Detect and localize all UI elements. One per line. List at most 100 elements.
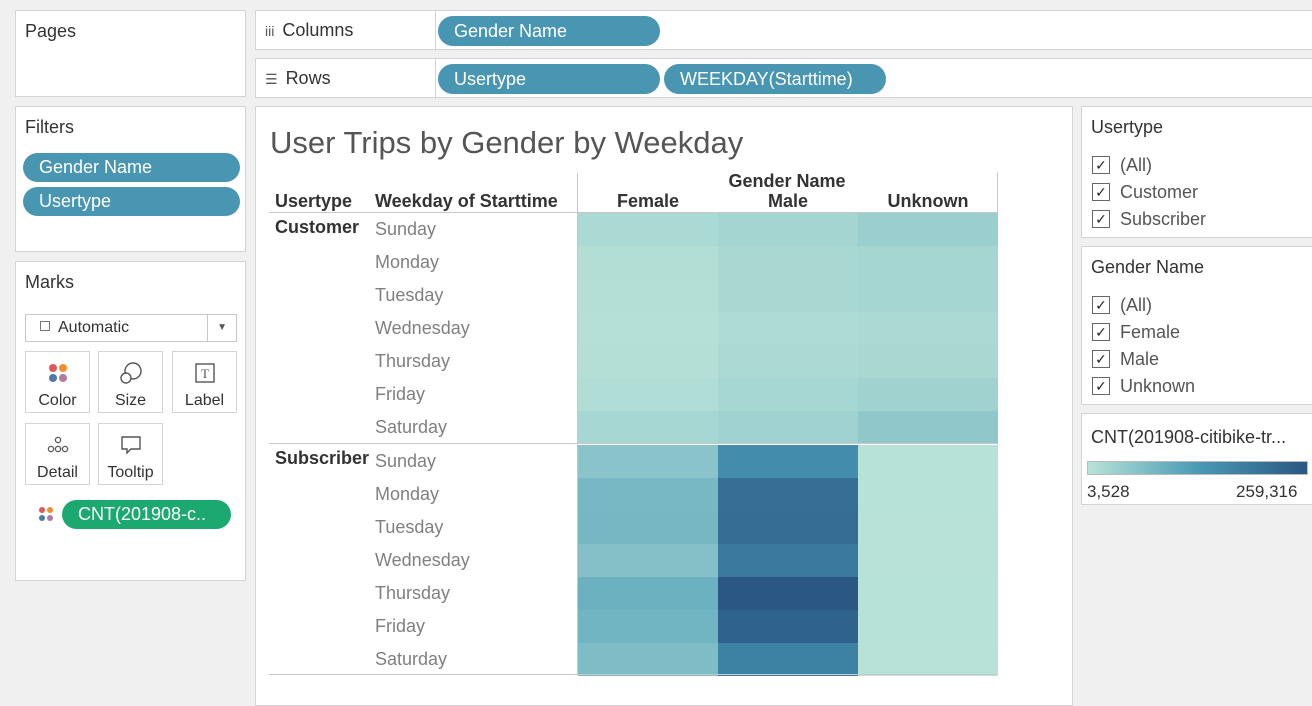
checkbox-icon[interactable]: ✓: [1092, 350, 1110, 368]
heatmap-cell[interactable]: [858, 511, 998, 544]
heatmap-cell[interactable]: [578, 378, 718, 411]
heatmap-cell[interactable]: [578, 577, 718, 610]
filter-pill-usertype[interactable]: Usertype: [23, 187, 240, 216]
heatmap-cell[interactable]: [858, 246, 998, 279]
column-header-unknown: Unknown: [887, 191, 969, 211]
heatmap-cell[interactable]: [718, 445, 858, 478]
heatmap-cell[interactable]: [578, 279, 718, 312]
marks-color-button[interactable]: Color: [25, 351, 90, 413]
heatmap-cell[interactable]: [858, 378, 998, 411]
filters-panel[interactable]: Filters Gender Name Usertype: [15, 106, 246, 252]
pages-title: Pages: [25, 21, 77, 41]
rows-pill-usertype[interactable]: Usertype: [438, 64, 660, 94]
marks-label-button[interactable]: T Label: [172, 351, 237, 413]
rows-pill-weekday[interactable]: WEEKDAY(Starttime): [664, 64, 886, 94]
tooltip-icon: [99, 433, 162, 457]
marks-detail-button[interactable]: Detail: [25, 423, 90, 485]
heatmap-cell[interactable]: [578, 411, 718, 444]
legend-max-label: 259,316: [1236, 482, 1298, 501]
weekday-label: Sunday: [375, 451, 437, 471]
heatmap-cell[interactable]: [578, 643, 718, 676]
heatmap-cell[interactable]: [578, 345, 718, 378]
color-icon: [26, 361, 89, 385]
heatmap-cell[interactable]: [578, 610, 718, 643]
gender-option-label: Male: [1120, 349, 1160, 369]
heatmap-cell[interactable]: [718, 312, 858, 345]
heatmap-cell[interactable]: [718, 246, 858, 279]
checkbox-icon[interactable]: ✓: [1092, 156, 1110, 174]
heatmap-cell[interactable]: [718, 478, 858, 511]
heatmap-cell[interactable]: [578, 544, 718, 577]
legend-min-label: 3,528: [1087, 482, 1130, 501]
heatmap-cell[interactable]: [578, 445, 718, 478]
mark-type-dropdown[interactable]: Automatic ▼: [25, 314, 237, 342]
heatmap-cell[interactable]: [578, 478, 718, 511]
heatmap-cell[interactable]: [718, 511, 858, 544]
weekday-label: Friday: [375, 616, 426, 636]
column-header-female: Female: [616, 191, 680, 211]
dropdown-caret-icon: ▼: [217, 322, 227, 333]
size-icon: [99, 361, 162, 385]
heatmap-cell[interactable]: [858, 544, 998, 577]
heatmap-cell[interactable]: [718, 345, 858, 378]
heatmap-cell[interactable]: [858, 445, 998, 478]
gender-name-header: Gender Name: [728, 171, 846, 191]
gender-filter-title: Gender Name: [1091, 257, 1205, 277]
heatmap-cell[interactable]: [718, 213, 858, 246]
heatmap-cell[interactable]: [858, 345, 998, 378]
heatmap-cell[interactable]: [858, 610, 998, 643]
checkbox-icon[interactable]: ✓: [1092, 296, 1110, 314]
heatmap-cell[interactable]: [858, 312, 998, 345]
weekday-label: Friday: [375, 384, 426, 404]
heatmap-cell[interactable]: [858, 213, 998, 246]
heatmap-cell[interactable]: [858, 577, 998, 610]
columns-pill-gender-name[interactable]: Gender Name: [438, 16, 660, 46]
heatmap-cell[interactable]: [718, 411, 858, 444]
group-divider-line: [269, 443, 997, 444]
heatmap-cell[interactable]: [718, 610, 858, 643]
mark-type-value: Automatic: [58, 319, 130, 336]
heatmap-cell[interactable]: [858, 478, 998, 511]
heatmap-cell[interactable]: [718, 577, 858, 610]
heatmap-cell[interactable]: [718, 643, 858, 676]
weekday-label: Tuesday: [375, 285, 444, 305]
heatmap-cell[interactable]: [718, 279, 858, 312]
square-mark-icon: [40, 321, 50, 331]
weekday-header: Weekday of Starttime: [375, 191, 558, 211]
usertype-option-label: Subscriber: [1120, 209, 1207, 229]
weekday-label: Saturday: [375, 649, 448, 669]
heatmap-cell[interactable]: [858, 279, 998, 312]
heatmap-cell[interactable]: [578, 312, 718, 345]
checkbox-icon[interactable]: ✓: [1092, 323, 1110, 341]
rows-shelf[interactable]: ☰ Rows Usertype WEEKDAY(Starttime): [255, 58, 1312, 99]
pages-panel[interactable]: Pages: [15, 10, 246, 97]
usertype-filter-panel[interactable]: Usertype ✓ (All) ✓ Customer ✓ Subscriber: [1081, 106, 1312, 238]
group-label-customer: Customer: [275, 217, 360, 237]
heatmap-cell[interactable]: [578, 246, 718, 279]
weekday-label: Tuesday: [375, 517, 444, 537]
checkbox-icon[interactable]: ✓: [1092, 183, 1110, 201]
heatmap-cell[interactable]: [578, 511, 718, 544]
marks-panel[interactable]: Marks Automatic ▼ Color Size T Label Det…: [15, 261, 246, 581]
heatmap-cell[interactable]: [578, 213, 718, 246]
gender-filter-panel[interactable]: Gender Name ✓ (All) ✓ Female ✓ Male ✓ Unknown: [1081, 246, 1312, 405]
filter-pill-gender-name[interactable]: Gender Name: [23, 153, 240, 182]
columns-shelf[interactable]: iii Columns Gender Name: [255, 10, 1312, 51]
weekday-label: Sunday: [375, 219, 437, 239]
marks-size-button[interactable]: Size: [98, 351, 163, 413]
heatmap-cell[interactable]: [718, 378, 858, 411]
marks-tooltip-button[interactable]: Tooltip: [98, 423, 163, 485]
checkbox-icon[interactable]: ✓: [1092, 210, 1110, 228]
heatmap-cell[interactable]: [858, 643, 998, 676]
gender-option-label: Unknown: [1120, 376, 1196, 396]
weekday-label: Thursday: [375, 351, 451, 371]
weekday-label: Wednesday: [375, 318, 470, 338]
weekday-label: Monday: [375, 484, 440, 504]
rows-icon: ☰: [265, 71, 278, 87]
color-legend-panel[interactable]: CNT(201908-citibike-tr... 3,528 259,316: [1081, 413, 1312, 505]
heatmap-cell[interactable]: [718, 544, 858, 577]
checkbox-icon[interactable]: ✓: [1092, 377, 1110, 395]
legend-title: CNT(201908-citibike-tr...: [1091, 427, 1287, 447]
marks-field-pill[interactable]: CNT(201908-c..: [62, 500, 231, 529]
heatmap-cell[interactable]: [858, 411, 998, 444]
